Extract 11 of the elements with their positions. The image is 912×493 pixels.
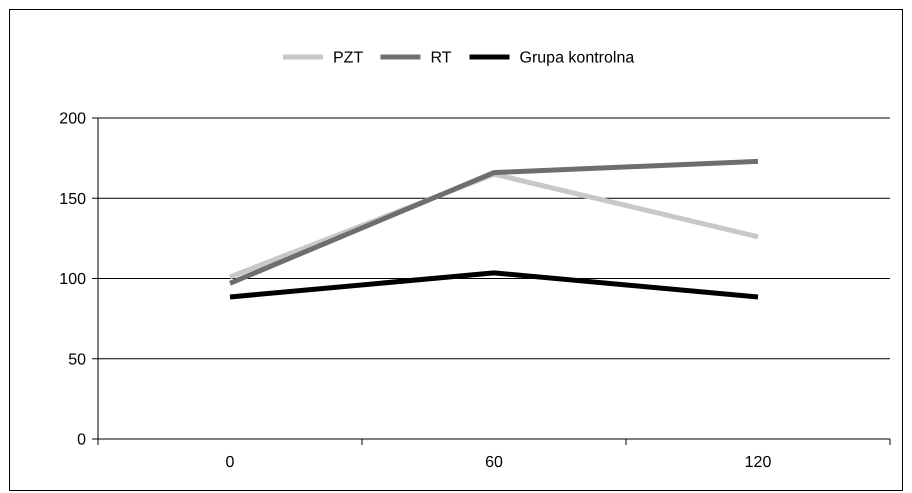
y-tick-label: 0 (77, 432, 86, 449)
legend-label: RT (430, 50, 452, 67)
x-tick-label: 0 (226, 454, 235, 471)
legend-label: PZT (333, 50, 364, 67)
legend-label: Grupa kontrolna (520, 50, 634, 67)
y-tick-label: 150 (59, 190, 86, 208)
x-tick-label: 120 (744, 454, 772, 471)
y-tick-label: 50 (68, 351, 86, 368)
y-tick-label: 100 (59, 271, 86, 288)
x-tick-label: 60 (485, 454, 503, 471)
y-tick-label: 200 (59, 110, 86, 128)
